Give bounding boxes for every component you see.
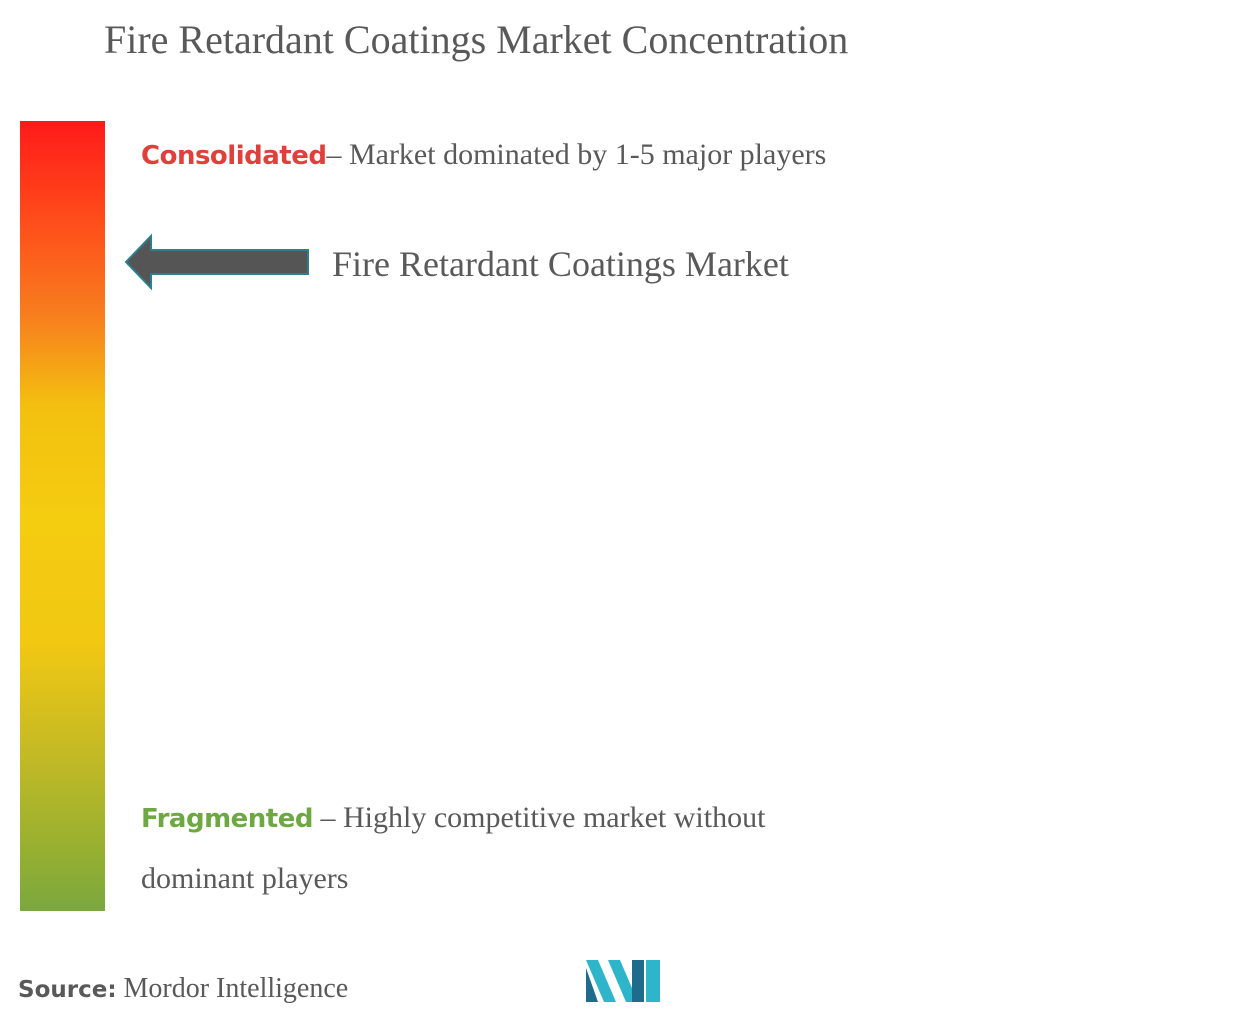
market-marker-label: Fire Retardant Coatings Market: [332, 244, 789, 284]
source-label: Source:: [18, 977, 117, 1003]
fragmented-description: Fragmented – Highly competitive market w…: [141, 788, 841, 909]
page-title: Fire Retardant Coatings Market Concentra…: [104, 17, 849, 62]
consolidated-text: – Market dominated by 1-5 major players: [326, 138, 827, 171]
left-arrow-icon: [124, 233, 309, 291]
mordor-intelligence-logo: [586, 960, 660, 1002]
source-text: Mordor Intelligence: [116, 973, 349, 1004]
concentration-scale-bar: [20, 121, 105, 911]
fragmented-text: – Highly competitive market without domi…: [141, 801, 766, 895]
consolidated-description: Consolidated– Market dominated by 1-5 ma…: [141, 125, 841, 186]
source-attribution: Source: Mordor Intelligence: [18, 970, 348, 1009]
consolidated-keyword: Consolidated: [141, 141, 327, 171]
fragmented-keyword: Fragmented: [141, 804, 314, 834]
